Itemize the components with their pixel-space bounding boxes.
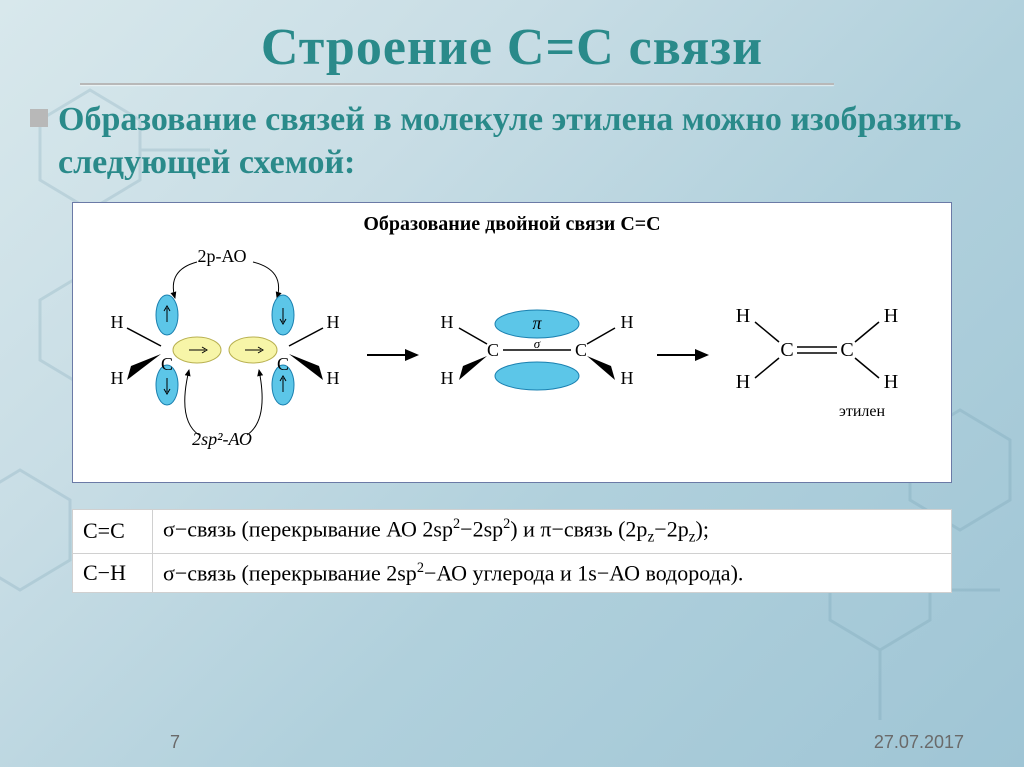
footer: 7 27.07.2017	[0, 732, 1024, 753]
svg-text:H: H	[884, 371, 898, 393]
svg-text:H: H	[111, 312, 124, 332]
svg-text:H: H	[327, 312, 340, 332]
bond-cc-desc: σ−связь (перекрывание АО 2sp2−2sp2) и π−…	[153, 510, 952, 554]
bond-ch: C−H	[73, 553, 153, 592]
diagram-box: Образование двойной связи С=С 2p-АО	[72, 202, 952, 483]
svg-text:C: C	[161, 354, 173, 374]
svg-text:σ: σ	[534, 336, 541, 351]
svg-text:H: H	[441, 312, 454, 332]
page-number: 7	[170, 732, 180, 753]
bond-table: C=C σ−связь (перекрывание АО 2sp2−2sp2) …	[72, 509, 952, 593]
svg-text:C: C	[575, 340, 587, 360]
subtitle: Образование связей в молекуле этилена мо…	[58, 99, 984, 184]
svg-text:H: H	[621, 312, 634, 332]
svg-text:C: C	[487, 340, 499, 360]
title-rule	[80, 83, 834, 85]
svg-text:H: H	[111, 368, 124, 388]
label-2sp2: 2sp²-АО	[192, 429, 252, 449]
bond-ch-desc: σ−связь (перекрывание 2sp2−АО углерода и…	[153, 553, 952, 592]
svg-text:H: H	[327, 368, 340, 388]
svg-text:C: C	[840, 339, 853, 361]
svg-text:H: H	[736, 371, 750, 393]
svg-text:H: H	[884, 305, 898, 327]
svg-text:H: H	[441, 368, 454, 388]
table-row: C=C σ−связь (перекрывание АО 2sp2−2sp2) …	[73, 510, 952, 554]
page-date: 27.07.2017	[874, 732, 964, 753]
ethylene-label: этилен	[839, 403, 886, 420]
svg-text:H: H	[621, 368, 634, 388]
svg-text:C: C	[277, 354, 289, 374]
diagram-title: Образование двойной связи С=С	[87, 213, 937, 236]
bond-cc: C=C	[73, 510, 153, 554]
bond-diagram: 2p-АО C H H	[87, 240, 937, 460]
table-row: C−H σ−связь (перекрывание 2sp2−АО углеро…	[73, 553, 952, 592]
label-2p: 2p-АО	[197, 246, 246, 266]
subtitle-row: Образование связей в молекуле этилена мо…	[40, 99, 984, 184]
page-title: Строение С=С связи	[40, 18, 984, 77]
bullet-icon	[30, 109, 48, 127]
svg-text:C: C	[780, 339, 793, 361]
svg-text:π: π	[532, 313, 542, 333]
svg-text:H: H	[736, 305, 750, 327]
